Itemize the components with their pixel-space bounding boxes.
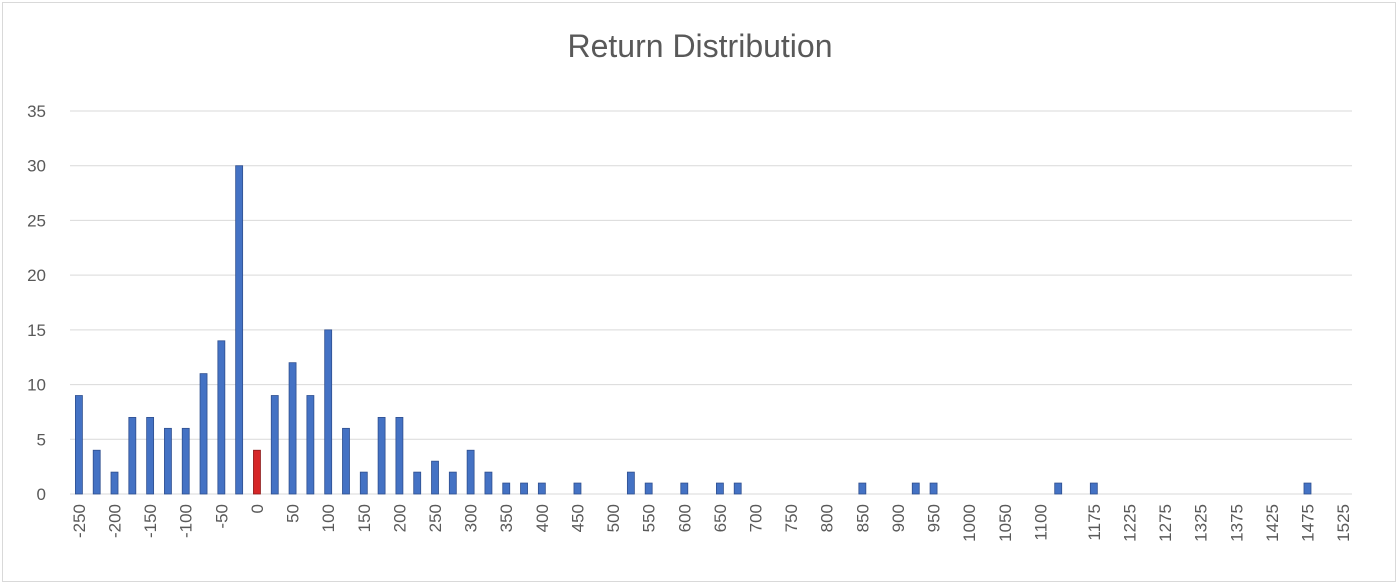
x-tick-label: 700 <box>747 504 766 532</box>
x-tick-label: 850 <box>853 504 872 532</box>
bar-325 <box>484 471 493 495</box>
x-tick-label: 150 <box>355 504 374 532</box>
bar--25 <box>235 165 244 495</box>
bar-0 <box>253 449 261 495</box>
x-tick-label: 1525 <box>1334 504 1353 542</box>
bar-675 <box>733 482 742 495</box>
bar-1475 <box>1303 482 1312 495</box>
x-tick-label: 50 <box>284 504 303 523</box>
x-tick-label: 400 <box>533 504 552 532</box>
y-tick-label: 0 <box>37 485 46 504</box>
x-tick-label: 900 <box>889 504 908 532</box>
bar-225 <box>413 471 422 495</box>
bar-550 <box>644 482 653 495</box>
bar-350 <box>502 482 511 495</box>
y-tick-label: 25 <box>27 211 46 230</box>
y-tick-label: 30 <box>27 157 46 176</box>
bar-125 <box>342 427 350 495</box>
bar-250 <box>431 460 439 495</box>
x-tick-label: -250 <box>70 504 89 538</box>
x-tick-label: 600 <box>675 504 694 532</box>
y-tick-label: 20 <box>27 266 46 285</box>
bar--200 <box>110 471 119 495</box>
bar--75 <box>199 373 208 495</box>
x-tick-label: 250 <box>426 504 445 532</box>
bar-450 <box>573 482 582 495</box>
bar-400 <box>537 482 546 495</box>
x-tick-label: 800 <box>818 504 837 532</box>
y-tick-label: 15 <box>27 321 46 340</box>
bar-850 <box>858 482 867 495</box>
bar-925 <box>911 482 920 495</box>
y-tick-label: 5 <box>37 430 46 449</box>
bar--175 <box>128 416 137 495</box>
x-tick-label: 350 <box>497 504 516 532</box>
x-tick-label: 1325 <box>1192 504 1211 542</box>
bar-150 <box>359 471 368 495</box>
x-tick-label: 450 <box>568 504 587 532</box>
x-tick-label: 1425 <box>1263 504 1282 542</box>
x-tick-label: -200 <box>106 504 125 538</box>
x-tick-label: 650 <box>711 504 730 532</box>
bar--150 <box>146 416 155 495</box>
bar--250 <box>75 395 83 495</box>
bar--50 <box>217 340 226 495</box>
x-tick-label: 1050 <box>996 504 1015 542</box>
x-tick-label: -50 <box>212 504 231 529</box>
x-tick-label: -100 <box>177 504 196 538</box>
x-tick-label: 100 <box>319 504 338 532</box>
bar--125 <box>164 427 172 495</box>
bar-25 <box>270 395 279 495</box>
y-axis-ticks: 0 5 10 15 20 25 30 35 <box>27 102 46 504</box>
bar-650 <box>716 482 724 495</box>
bar-375 <box>520 482 528 495</box>
x-tick-label: 1100 <box>1031 504 1050 541</box>
x-tick-label: 1000 <box>960 504 979 542</box>
bar-1125 <box>1054 482 1063 495</box>
x-tick-label: -150 <box>141 504 160 538</box>
bar-175 <box>377 416 386 495</box>
bar-50 <box>288 362 297 495</box>
bar-300 <box>466 449 475 495</box>
x-tick-label: 500 <box>604 504 623 532</box>
bar-950 <box>929 482 938 495</box>
y-tick-label: 10 <box>27 376 46 395</box>
x-tick-label: 1175 <box>1085 504 1104 541</box>
bar-1175 <box>1089 482 1098 495</box>
x-tick-label: 950 <box>925 504 944 532</box>
x-tick-label: 200 <box>390 504 409 532</box>
x-tick-label: 1225 <box>1120 504 1139 542</box>
x-tick-label: 750 <box>782 504 801 532</box>
chart-title: Return Distribution <box>567 28 833 64</box>
x-tick-label: 1275 <box>1156 504 1175 542</box>
bar-100 <box>324 329 333 495</box>
bar-600 <box>680 482 689 495</box>
x-tick-label: 0 <box>248 504 267 513</box>
x-axis-ticks: -250 -200 -150 -100 -50 0 50 100 150 200 250 300 350… <box>70 504 1353 542</box>
y-tick-label: 35 <box>27 102 46 121</box>
bar--225 <box>92 449 101 495</box>
grid-lines <box>70 110 1352 495</box>
bar--100 <box>181 427 190 495</box>
bars <box>75 165 1312 495</box>
x-tick-label: 1475 <box>1298 504 1317 542</box>
bar-75 <box>306 395 315 495</box>
bar-275 <box>448 471 457 495</box>
x-tick-label: 1375 <box>1227 504 1246 542</box>
bar-200 <box>395 416 404 495</box>
x-tick-label: 550 <box>640 504 659 532</box>
x-tick-label: 300 <box>462 504 481 532</box>
bar-525 <box>626 471 635 495</box>
